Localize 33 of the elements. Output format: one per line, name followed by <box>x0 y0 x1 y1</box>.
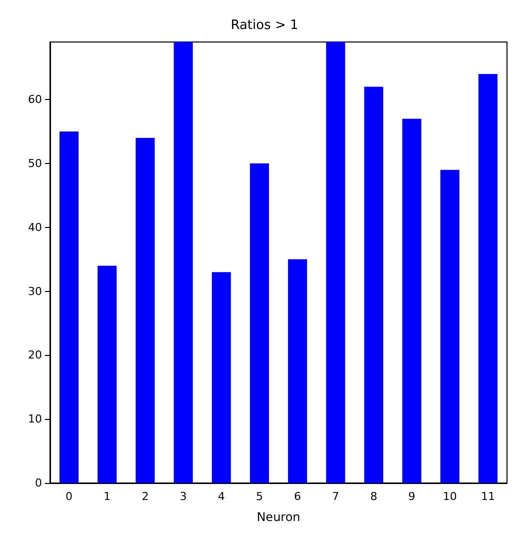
y-tick-label: 60 <box>28 93 42 106</box>
x-tick-label: 9 <box>408 490 416 503</box>
x-tick-label: 11 <box>480 490 495 503</box>
y-tick-label: 10 <box>28 412 42 426</box>
bar <box>250 163 269 483</box>
y-tick-label: 0 <box>35 476 42 490</box>
y-tick-label: 30 <box>28 284 42 298</box>
x-tick-label: 10 <box>442 490 457 503</box>
x-tick-label: 4 <box>218 490 225 503</box>
bar <box>288 259 308 483</box>
x-tick-label: 1 <box>104 490 111 503</box>
chart-title: Ratios > 1 <box>230 18 298 33</box>
x-tick-label: 3 <box>180 490 187 503</box>
x-tick-label: 7 <box>332 490 340 503</box>
x-axis-title: Neuron <box>256 510 300 524</box>
bar <box>402 118 422 483</box>
x-tick-label: 2 <box>142 490 149 503</box>
x-tick-label: 6 <box>294 490 302 503</box>
x-tick-label: 0 <box>66 490 73 503</box>
bar <box>364 86 384 483</box>
bar <box>60 131 79 483</box>
bar <box>212 272 231 483</box>
y-tick-label: 20 <box>28 348 42 362</box>
bar <box>440 170 460 483</box>
x-tick-label: 8 <box>370 490 378 503</box>
y-tick-label: 50 <box>28 156 42 170</box>
bar <box>98 266 117 483</box>
bar <box>174 42 193 483</box>
bar <box>136 138 155 483</box>
x-tick-label: 5 <box>256 490 263 503</box>
bar <box>326 42 346 483</box>
bar <box>478 74 498 483</box>
y-tick-label: 40 <box>28 220 42 234</box>
